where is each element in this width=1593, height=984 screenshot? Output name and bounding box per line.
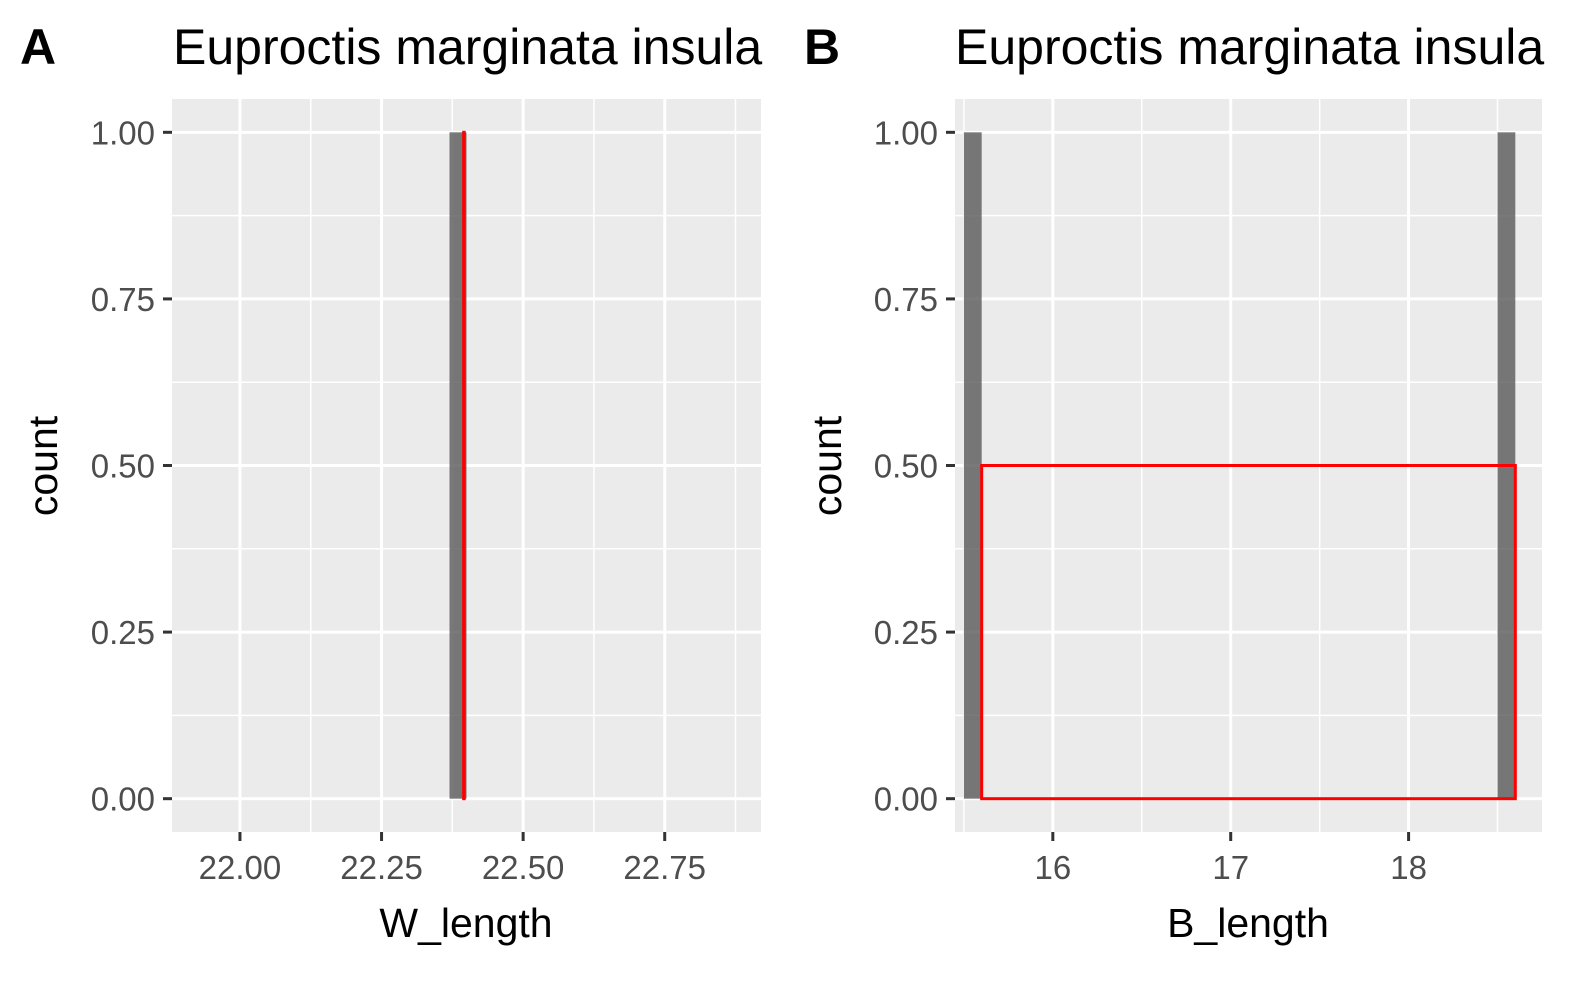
y-axis: 0.00 0.25 0.50 0.75 1.00 [91,114,172,818]
panel-b: B Euproctis marginata insula 0.00 0.25 0.5… [804,19,1544,946]
x-tick-label: 22.00 [199,849,282,886]
y-axis: 0.00 0.25 0.50 0.75 1.00 [874,114,955,818]
outline-rect [462,130,466,801]
x-axis: 16 17 18 [1034,832,1427,886]
y-tick-label: 0.75 [91,281,155,318]
y-tick-label: 0.00 [874,781,938,818]
x-tick-label: 22.25 [340,849,423,886]
chart-title: Euproctis marginata insula [173,19,762,75]
y-tick-label: 0.00 [91,781,155,818]
x-tick-label: 22.50 [482,849,565,886]
histogram-bar [963,132,982,799]
outline-rect [980,464,1517,801]
y-axis-label: count [804,415,850,516]
x-tick-label: 18 [1390,849,1427,886]
x-tick-label: 22.75 [623,849,706,886]
y-tick-label: 0.75 [874,281,938,318]
panel-tag: B [804,19,840,75]
y-tick-label: 0.50 [91,448,155,485]
density-outline [980,464,1517,801]
x-axis-label: W_length [379,900,552,946]
y-tick-label: 0.25 [91,614,155,651]
density-outline [462,130,466,801]
y-tick-label: 0.50 [874,448,938,485]
x-tick-label: 16 [1034,849,1071,886]
x-axis-label: B_length [1167,900,1329,946]
panel-tag: A [20,19,56,75]
x-axis: 22.00 22.25 22.50 22.75 [199,832,706,886]
y-axis-label: count [20,415,66,516]
panel-a: A Euproctis marginata insula 0.00 0.25 0.5… [20,19,762,946]
y-tick-label: 1.00 [874,114,938,151]
y-tick-label: 1.00 [91,114,155,151]
chart-title: Euproctis marginata insula [955,19,1544,75]
y-tick-label: 0.25 [874,614,938,651]
x-tick-label: 17 [1212,849,1249,886]
